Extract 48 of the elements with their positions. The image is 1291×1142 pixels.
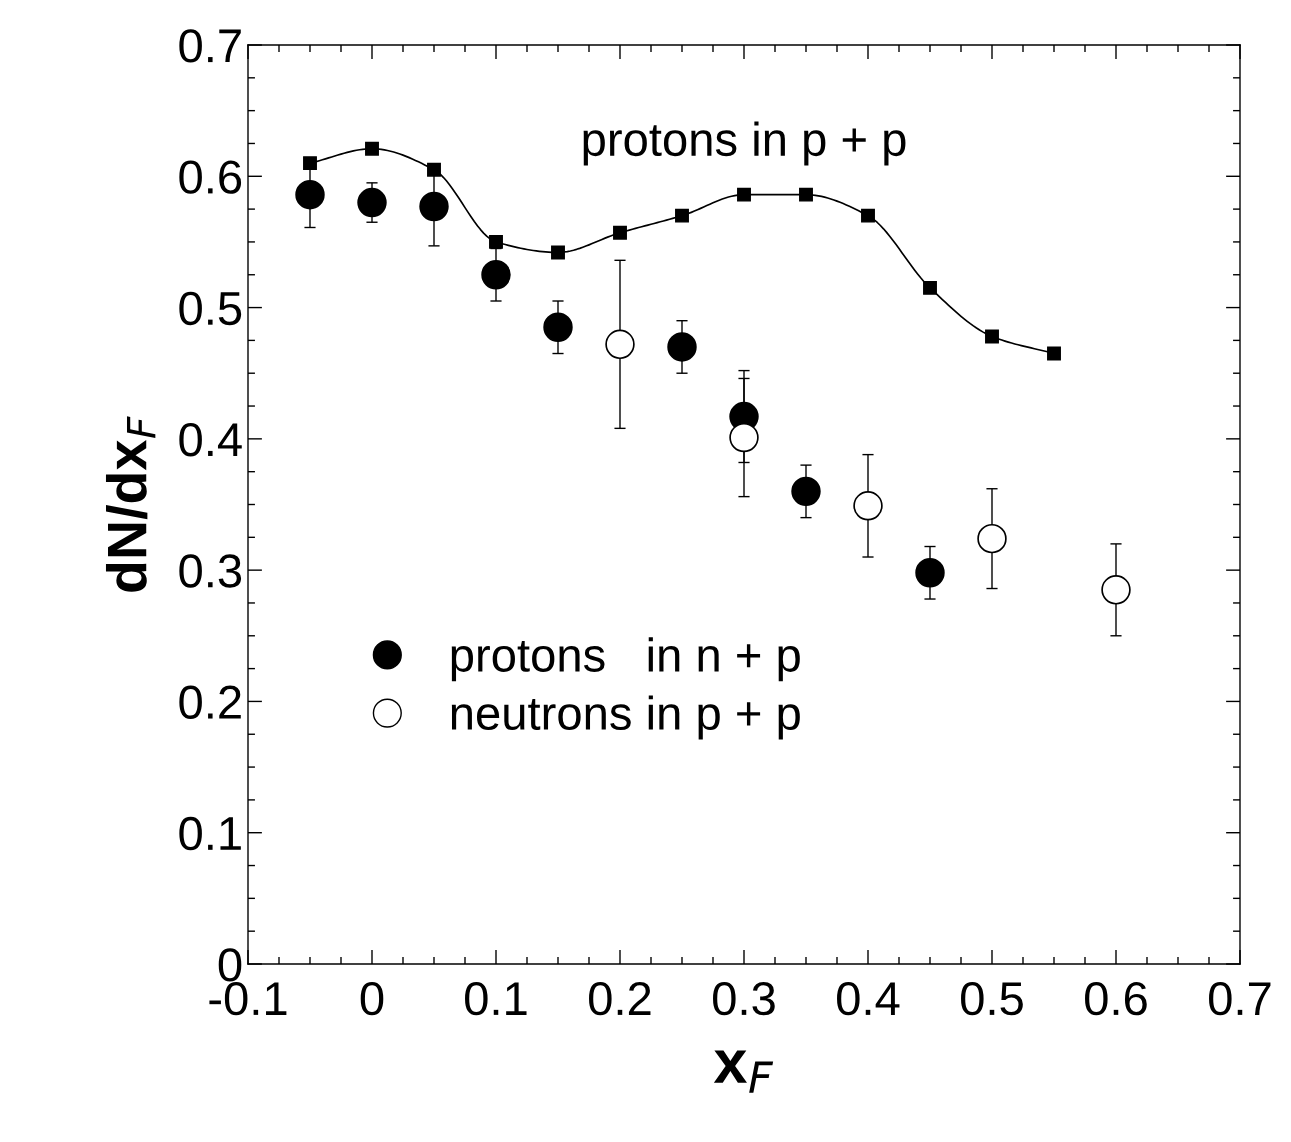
x-tick-label: -0.1 (209, 981, 287, 1016)
point (543, 312, 573, 342)
point (1101, 575, 1131, 605)
y-axis-title: dN/dx$_{F}$ (105, 416, 156, 592)
point (675, 208, 689, 223)
point (853, 491, 883, 521)
y-tick-label: 0.1 (179, 816, 241, 851)
y-tick-label: 0.3 (179, 554, 242, 588)
point (861, 208, 875, 223)
point (295, 179, 325, 210)
point (551, 245, 565, 260)
point (737, 187, 751, 202)
point (489, 234, 503, 249)
x-axis-title: x$_{F}$ (713, 1050, 774, 1093)
point (303, 156, 317, 171)
point (427, 162, 441, 177)
y-tick-label: 0.7 (179, 29, 241, 63)
point (923, 280, 937, 295)
y-tick-label: 0.5 (179, 291, 242, 326)
point (605, 329, 635, 360)
x-tick-label: 0.4 (837, 981, 900, 1016)
point (667, 332, 697, 362)
point (365, 141, 379, 156)
series-label: protons in p + p (583, 121, 906, 166)
y-tick-label: 0.6 (179, 160, 242, 194)
x-tick-label: 0 (360, 981, 384, 1016)
x-tick-label: 0.6 (1085, 981, 1147, 1016)
point (915, 558, 945, 588)
point (613, 225, 627, 240)
x-tick-label: 0.3 (713, 981, 775, 1016)
y-tick-label: 0 (218, 948, 242, 982)
point (419, 191, 449, 222)
x-tick-label: 0.1 (465, 981, 527, 1016)
x-tick-label: 0.5 (961, 981, 1023, 1016)
point (1047, 346, 1061, 361)
point (357, 187, 387, 218)
point (791, 476, 821, 507)
point (985, 329, 999, 344)
y-tick-label: 0.4 (179, 422, 242, 457)
legend-label: neutrons in p + p (451, 695, 800, 740)
point (729, 422, 759, 453)
y-tick-label: 0.2 (179, 685, 241, 719)
x-tick-label: 0.2 (589, 981, 651, 1016)
point (481, 260, 511, 290)
point (977, 523, 1007, 554)
legend-label: protons in n + p (451, 637, 800, 682)
point (799, 187, 813, 202)
x-tick-label: 0.7 (1209, 981, 1271, 1016)
